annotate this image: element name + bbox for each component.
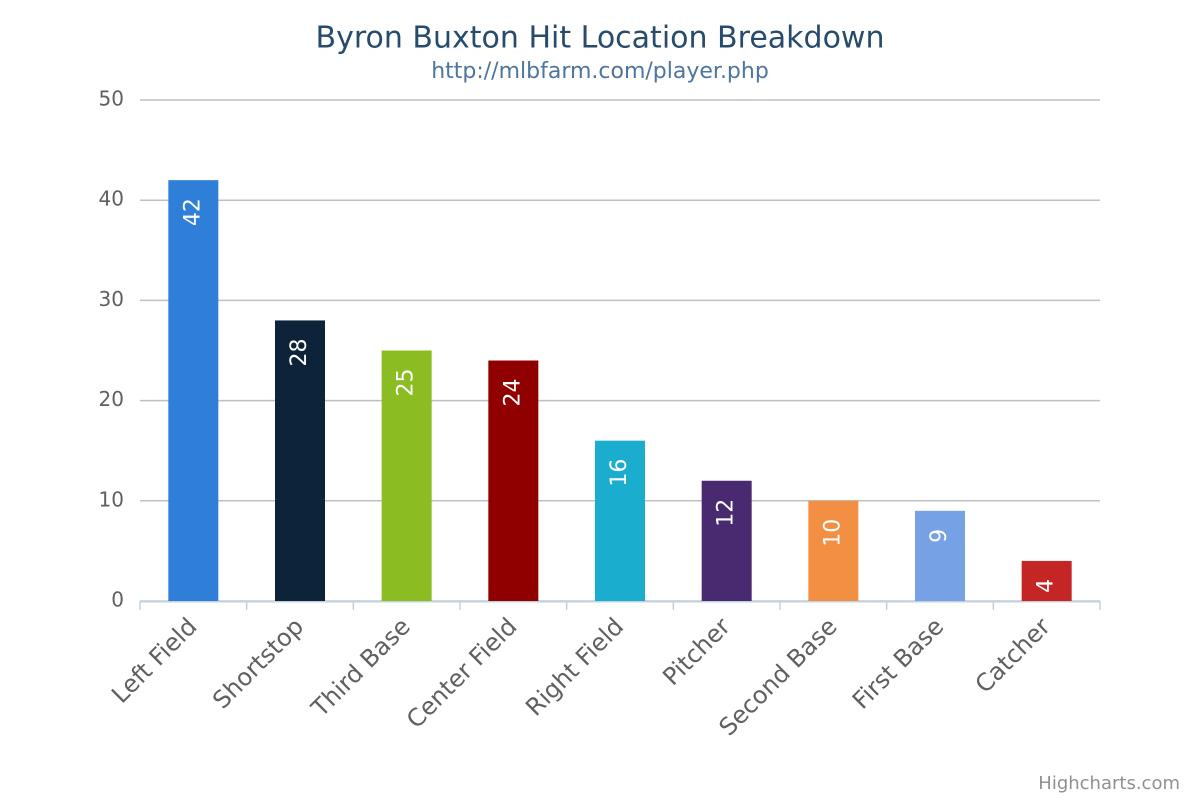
y-tick-label: 40: [99, 187, 124, 211]
bar: [381, 350, 432, 601]
data-label: 9: [927, 529, 952, 543]
x-tick-label: Pitcher: [657, 612, 736, 691]
data-label: 4: [1034, 579, 1059, 593]
bar: [701, 480, 752, 601]
data-label: 10: [820, 519, 845, 547]
x-tick-label: Third Base: [305, 612, 416, 723]
bar: [488, 360, 539, 601]
data-label: 25: [394, 369, 419, 397]
bar: [168, 180, 219, 601]
chart-title: Byron Buxton Hit Location Breakdown: [316, 21, 885, 56]
bar: [275, 320, 325, 601]
x-tick-label: Center Field: [401, 612, 522, 733]
chart-subtitle: http://mlbfarm.com/player.php: [431, 59, 769, 84]
data-label: 24: [500, 379, 525, 407]
data-label: 28: [287, 338, 312, 366]
credits: Highcharts.com: [1038, 773, 1180, 794]
data-label: 42: [180, 198, 205, 226]
y-tick-label: 50: [99, 87, 124, 111]
x-tick-label: Left Field: [106, 612, 202, 708]
bar: [595, 440, 645, 601]
bar: [1021, 560, 1072, 601]
y-tick-label: 0: [111, 588, 124, 612]
bar: [915, 510, 965, 601]
x-tick-label: First Base: [847, 612, 949, 714]
x-tick-label: Catcher: [970, 612, 1056, 698]
data-label: 12: [714, 499, 739, 527]
bar: [808, 500, 859, 601]
y-tick-label: 20: [99, 387, 124, 411]
data-label: 16: [607, 459, 632, 487]
x-tick-label: Right Field: [520, 612, 629, 721]
y-tick-label: 30: [99, 287, 124, 311]
x-tick-label: Shortstop: [207, 612, 309, 714]
y-tick-label: 10: [99, 487, 124, 511]
